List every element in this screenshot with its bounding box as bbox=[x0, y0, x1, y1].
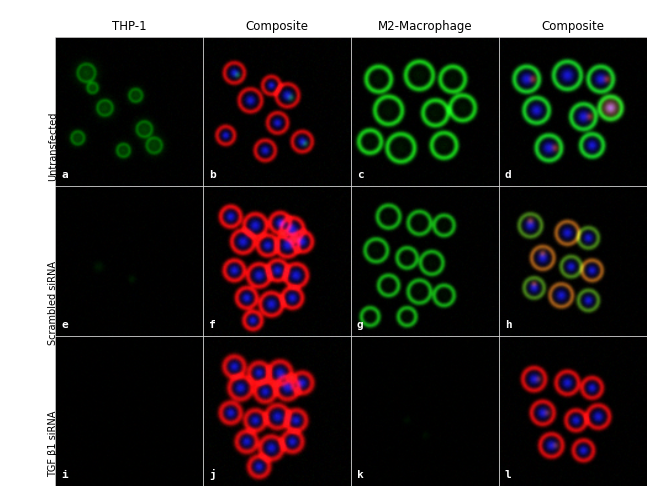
Text: TGF β1 siRNA: TGF β1 siRNA bbox=[47, 411, 58, 477]
Text: e: e bbox=[61, 320, 68, 330]
Text: i: i bbox=[61, 469, 68, 480]
Text: c: c bbox=[357, 170, 363, 180]
Text: Scrambled siRNA: Scrambled siRNA bbox=[47, 261, 58, 345]
Text: h: h bbox=[505, 320, 512, 330]
Text: k: k bbox=[357, 469, 363, 480]
Text: M2-Macrophage: M2-Macrophage bbox=[378, 20, 473, 33]
Text: Composite: Composite bbox=[541, 20, 604, 33]
Text: Untransfected: Untransfected bbox=[47, 111, 58, 181]
Text: b: b bbox=[209, 170, 216, 180]
Text: d: d bbox=[505, 170, 512, 180]
Text: l: l bbox=[505, 469, 512, 480]
Text: g: g bbox=[357, 320, 363, 330]
Text: Composite: Composite bbox=[246, 20, 309, 33]
Text: j: j bbox=[209, 468, 216, 480]
Text: THP-1: THP-1 bbox=[112, 20, 146, 33]
Text: a: a bbox=[61, 170, 68, 180]
Text: f: f bbox=[209, 320, 216, 330]
